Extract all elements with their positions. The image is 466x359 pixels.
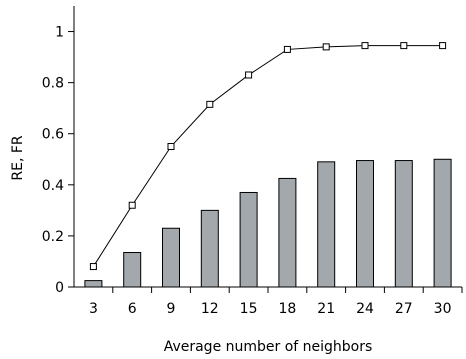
bar-21 [318,162,335,287]
y-tick-label: 0.4 [42,178,64,194]
line-point-3 [90,264,96,270]
bar-18 [279,178,296,287]
x-tick-label-30: 30 [434,301,452,317]
line-series [93,46,442,267]
line-point-15 [246,72,252,78]
x-tick-label-27: 27 [395,301,413,317]
x-tick-label-15: 15 [240,301,258,317]
line-point-30 [440,43,446,49]
y-tick-label: 0.2 [42,229,64,245]
line-point-21 [323,44,329,50]
bar-6 [124,253,141,287]
y-axis-title: RE, FR [10,135,26,181]
line-layer [90,43,445,270]
line-point-24 [362,43,368,49]
bar-12 [201,210,218,287]
bar-24 [357,161,374,287]
x-tick-label-9: 9 [167,301,176,317]
line-point-6 [129,202,135,208]
bar-3 [85,281,102,287]
bar-30 [434,159,451,287]
bar-9 [163,228,180,287]
x-tick-label-18: 18 [278,301,296,317]
y-tick-label: 1 [55,25,64,41]
bars-layer [85,159,451,287]
y-tick-label: 0 [55,280,64,296]
x-tick-label-12: 12 [201,301,219,317]
y-tick-label: 0.8 [42,76,64,92]
line-point-27 [401,43,407,49]
line-point-9 [168,144,174,150]
x-tick-label-21: 21 [317,301,335,317]
y-tick-label: 0.6 [42,127,64,143]
bar-27 [395,161,412,287]
x-axis-title: Average number of neighbors [164,339,373,355]
x-tick-label-6: 6 [128,301,137,317]
x-tick-label-24: 24 [356,301,374,317]
bar-15 [240,192,257,287]
line-point-18 [284,46,290,52]
line-point-12 [207,101,213,107]
x-tick-label-3: 3 [89,301,98,317]
